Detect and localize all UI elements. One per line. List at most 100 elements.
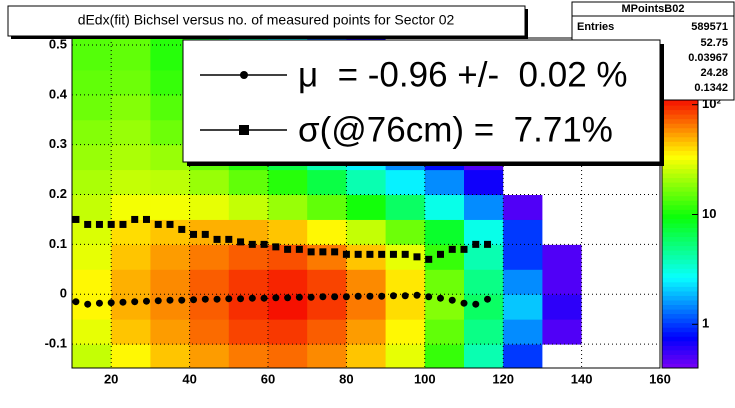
- stats-value: 52.75: [700, 37, 728, 49]
- profile-marker: [272, 294, 280, 302]
- heat-cell: [72, 344, 112, 368]
- heat-cell: [581, 344, 622, 368]
- heat-cell: [111, 269, 151, 295]
- profile-marker: [237, 295, 245, 303]
- heat-cell: [268, 344, 308, 368]
- stats-value: 589571: [691, 21, 728, 33]
- heat-cell: [189, 269, 230, 295]
- colorbar-step: [662, 213, 698, 219]
- heat-cell: [346, 219, 387, 245]
- colorbar-step: [662, 295, 698, 301]
- profile-marker: [190, 296, 198, 304]
- heat-cell: [503, 194, 543, 220]
- profile-marker: [401, 250, 409, 258]
- heat-cell: [424, 219, 465, 245]
- heat-cell: [581, 294, 622, 320]
- x-tick-label: 60: [261, 371, 275, 386]
- profile-marker: [284, 294, 292, 302]
- profile-marker: [213, 295, 221, 303]
- colorbar-step: [662, 336, 698, 342]
- heat-cell: [620, 169, 660, 196]
- stats-value: 24.28: [700, 67, 728, 79]
- profile-marker: [413, 291, 421, 299]
- heat-cell: [620, 344, 660, 368]
- colorbar-step: [662, 263, 698, 269]
- colorbar-step: [662, 127, 698, 133]
- profile-marker: [366, 250, 374, 258]
- y-tick-label: 0.2: [49, 186, 67, 201]
- heat-cell: [72, 244, 112, 270]
- colorbar-step: [662, 227, 698, 233]
- colorbar-step: [662, 331, 698, 337]
- profile-marker: [472, 300, 480, 308]
- heat-cell: [346, 319, 387, 345]
- colorbar-step: [662, 209, 698, 215]
- profiles: [72, 215, 492, 308]
- legend-marker: [239, 125, 249, 135]
- heat-cell: [307, 194, 347, 220]
- colorbar-step: [662, 300, 698, 306]
- profile-marker: [295, 293, 303, 301]
- heat-cell: [464, 269, 504, 295]
- heat-cell: [503, 219, 543, 245]
- heat-cell: [581, 319, 622, 345]
- colorbar-step: [662, 145, 698, 151]
- profile-marker: [154, 297, 162, 305]
- legend-label: μ = -0.96 +/- 0.02 %: [298, 55, 628, 94]
- profile-marker: [401, 292, 409, 300]
- colorbar-step: [662, 118, 698, 124]
- heat-cell: [464, 219, 504, 245]
- colorbar-step: [662, 141, 698, 147]
- heat-cell: [307, 319, 347, 345]
- heat-cell: [189, 194, 230, 220]
- profile-marker: [119, 298, 127, 306]
- heat-cell: [542, 219, 583, 245]
- heat-cell: [189, 169, 230, 196]
- heat-cell: [346, 194, 387, 220]
- heat-cell: [424, 194, 465, 220]
- title-box: [7, 5, 526, 37]
- profile-marker: [378, 250, 386, 258]
- profile-marker: [107, 299, 115, 307]
- profile-marker: [331, 248, 339, 256]
- y-tick-label: 0: [60, 286, 67, 301]
- legend-marker: [240, 71, 248, 79]
- heat-cell: [307, 344, 347, 368]
- colorbar-step: [662, 132, 698, 138]
- profile-marker: [72, 298, 80, 306]
- heat-cell: [542, 269, 583, 295]
- colorbar-step: [662, 168, 698, 174]
- profile-marker: [472, 240, 480, 248]
- profile-marker: [213, 235, 221, 243]
- profile-marker: [436, 294, 444, 302]
- colorbar-step: [662, 154, 698, 160]
- heat-cell: [111, 194, 151, 220]
- profile-marker: [425, 293, 433, 301]
- profile-marker: [319, 248, 327, 256]
- profile-marker: [166, 296, 174, 304]
- profile-marker: [95, 299, 103, 307]
- heat-cell: [542, 169, 583, 196]
- heat-cell: [307, 169, 347, 196]
- profile-marker: [295, 245, 303, 253]
- legend-items: μ = -0.96 +/- 0.02 % σ(@76cm) = 7.71%: [200, 55, 628, 149]
- heat-cell: [150, 169, 191, 196]
- colorbar-step: [662, 250, 698, 256]
- x-tick-label: 160: [649, 371, 671, 386]
- x-tick-label: 20: [104, 371, 118, 386]
- heat-cell: [72, 194, 112, 220]
- profile-marker: [225, 235, 233, 243]
- legend-label: σ(@76cm) = 7.71%: [298, 110, 613, 149]
- heat-cell: [72, 119, 112, 146]
- profile-marker: [342, 250, 350, 258]
- heat-cell: [581, 169, 622, 196]
- heat-cell: [268, 219, 308, 245]
- heat-cell: [72, 219, 112, 245]
- stats-value: 0.1342: [694, 82, 728, 94]
- profile-marker: [331, 293, 339, 301]
- heat-cell: [464, 344, 504, 368]
- heat-cell: [503, 294, 543, 320]
- colorbar-step: [662, 327, 698, 333]
